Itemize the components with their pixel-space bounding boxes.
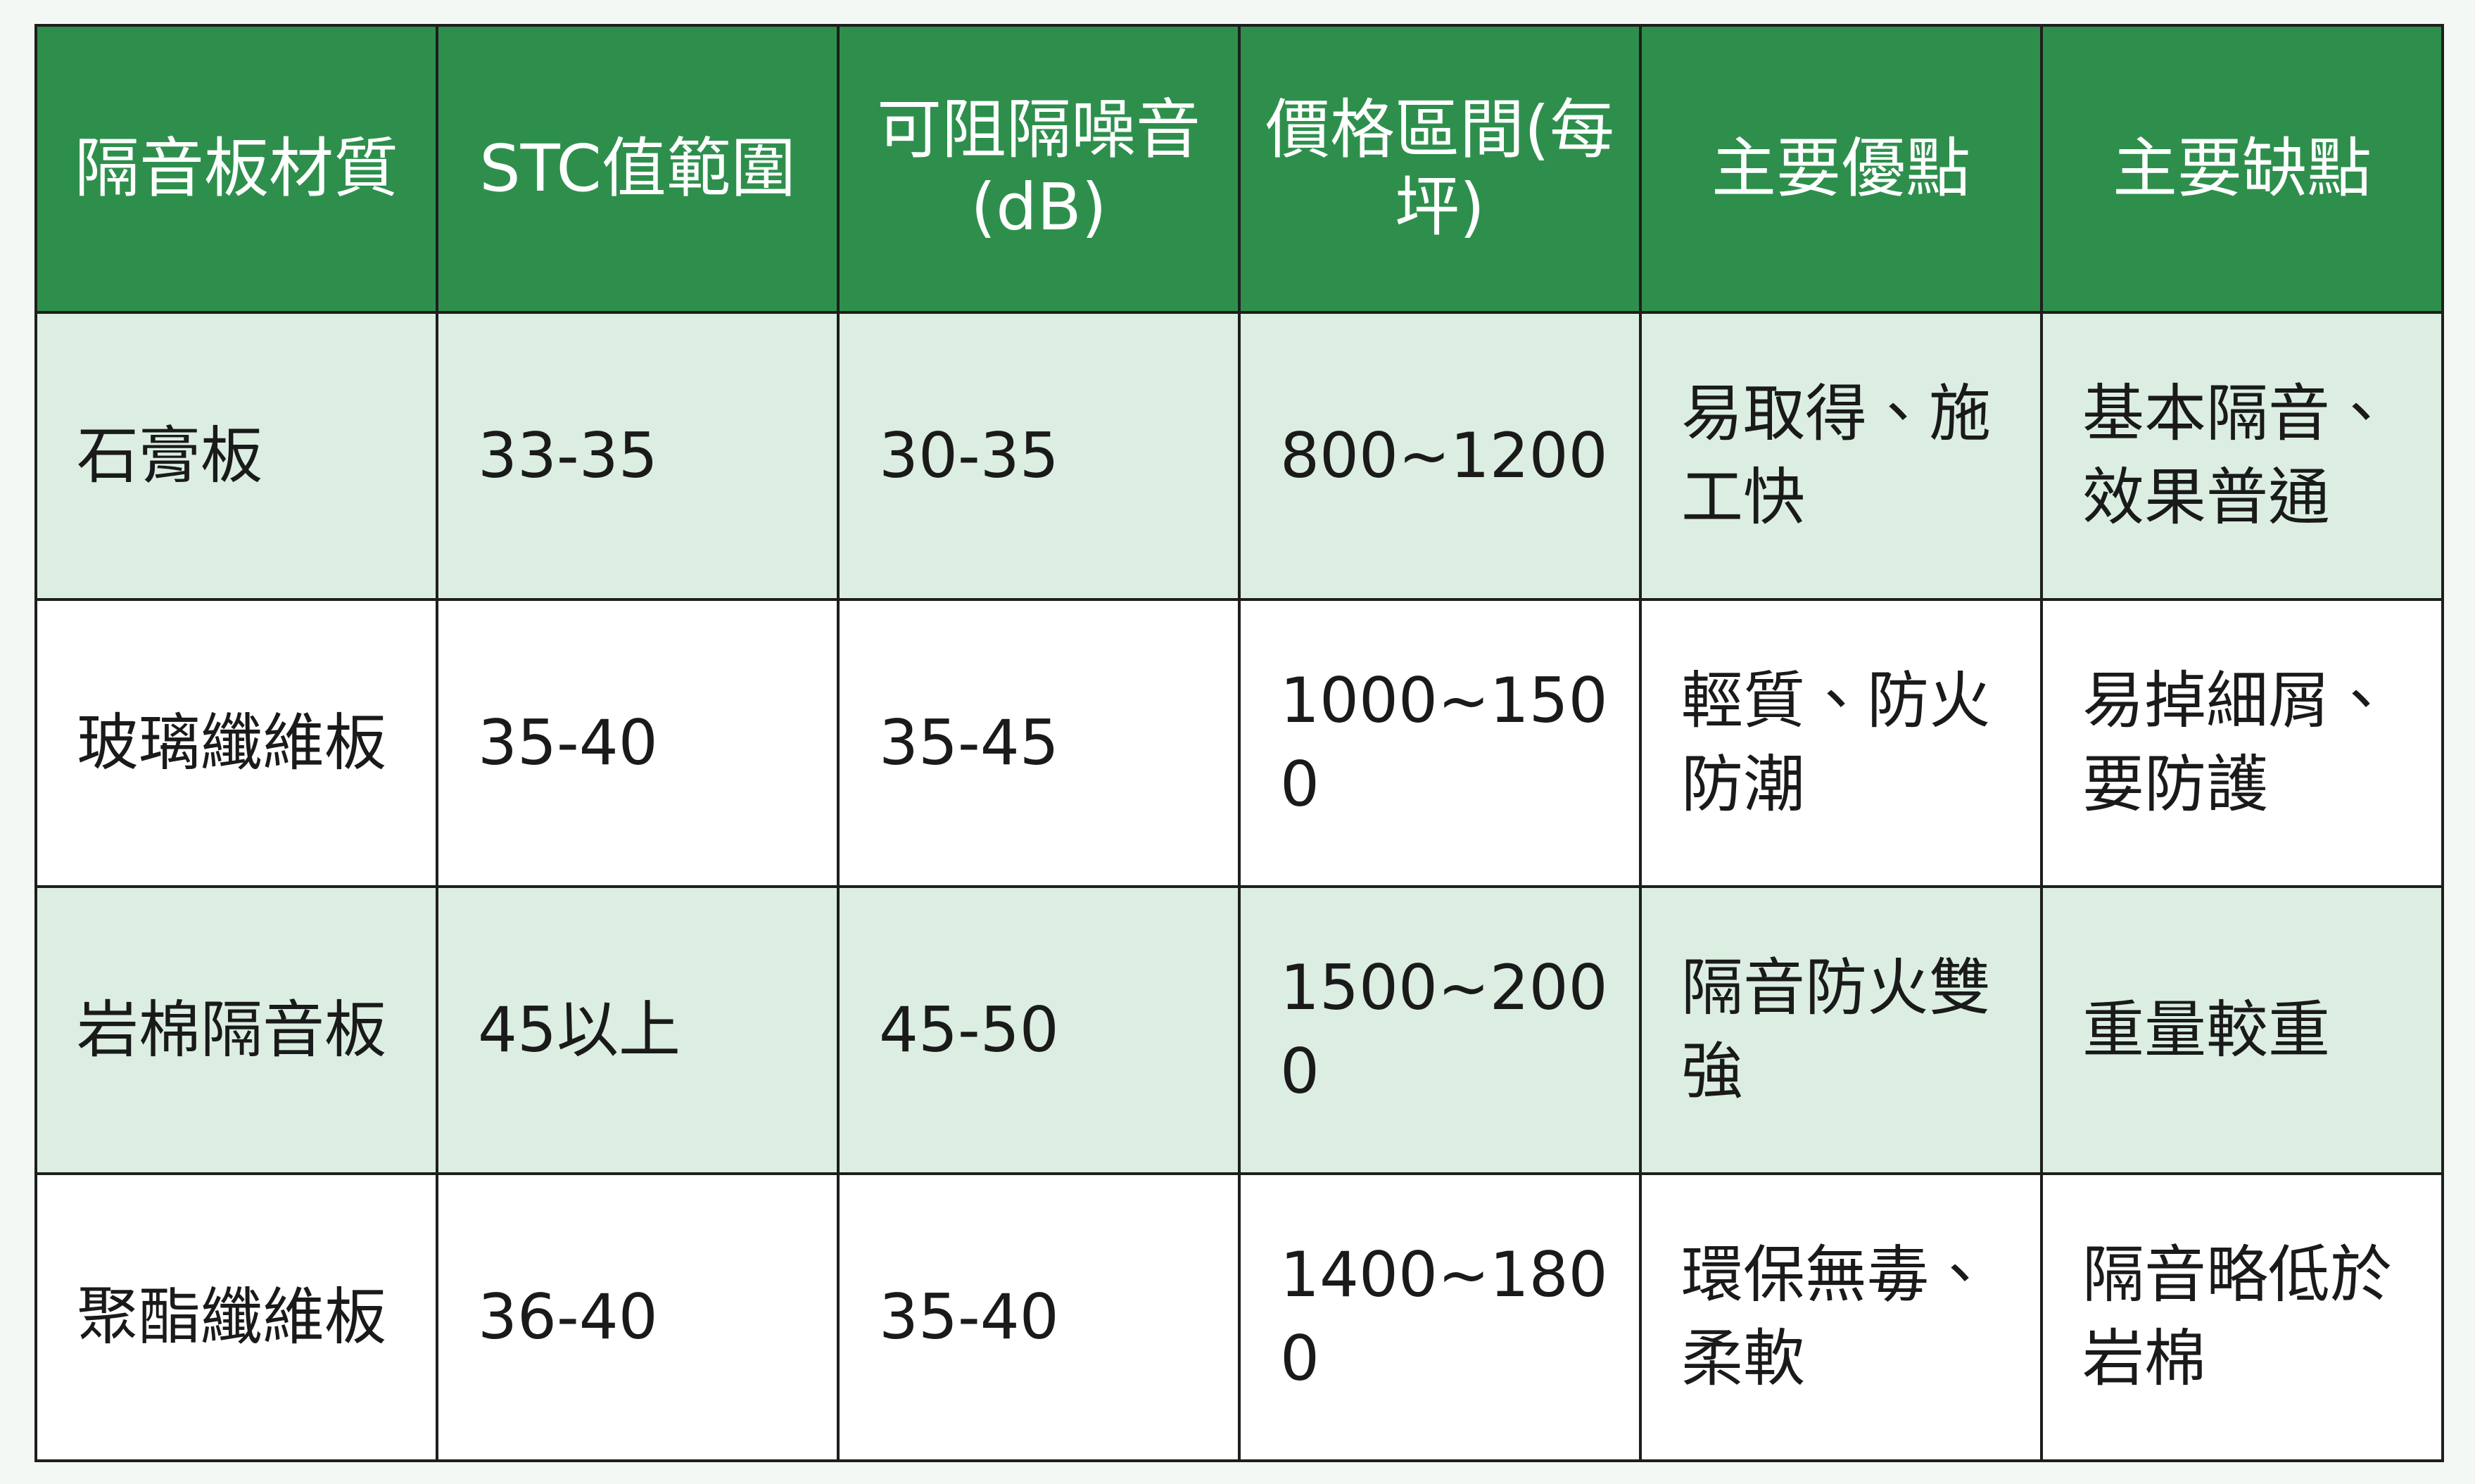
table-cell: 基本隔音、效果普通	[2040, 311, 2444, 601]
table-cell: 1000~1500	[1238, 598, 1642, 888]
table-cell: 1500~2000	[1238, 885, 1642, 1175]
table-cell: 聚酯纖維板	[34, 1172, 438, 1462]
table-body: 石膏板 33-35 30-35 800~1200 易取得、施工快 基本隔音、效果普通 玻璃纖…	[34, 311, 2444, 1462]
comparison-table: 隔音板材質 STC值範圍 可阻隔噪音(dB) 價格區間(每坪) 主要優點 主要缺點 石膏板…	[34, 24, 2444, 1462]
table-row: 石膏板 33-35 30-35 800~1200 易取得、施工快 基本隔音、效果普通	[34, 311, 2444, 601]
table-cell: 45-50	[837, 885, 1241, 1175]
table-cell: 隔音防火雙強	[1639, 885, 2043, 1175]
table-cell: 環保無毒、柔軟	[1639, 1172, 2043, 1462]
table-row: 玻璃纖維板 35-40 35-45 1000~1500 輕質、防火防潮 易掉細屑、要防護	[34, 598, 2444, 888]
table-cell: 45以上	[436, 885, 840, 1175]
table-container: 隔音板材質 STC值範圍 可阻隔噪音(dB) 價格區間(每坪) 主要優點 主要缺點 石膏板…	[34, 24, 2444, 1462]
table-cell: 玻璃纖維板	[34, 598, 438, 888]
table-cell: 800~1200	[1238, 311, 1642, 601]
table-cell: 輕質、防火防潮	[1639, 598, 2043, 888]
table-cell: 30-35	[837, 311, 1241, 601]
header-cell: 隔音板材質	[34, 24, 438, 314]
table-cell: 35-45	[837, 598, 1241, 888]
header-cell: 價格區間(每坪)	[1238, 24, 1642, 314]
table-cell: 35-40	[436, 598, 840, 888]
table-cell: 隔音略低於岩棉	[2040, 1172, 2444, 1462]
table-cell: 岩棉隔音板	[34, 885, 438, 1175]
header-cell: 主要優點	[1639, 24, 2043, 314]
table-cell: 36-40	[436, 1172, 840, 1462]
header-cell: 主要缺點	[2040, 24, 2444, 314]
header-cell: STC值範圍	[436, 24, 840, 314]
table-cell: 35-40	[837, 1172, 1241, 1462]
table-head: 隔音板材質 STC值範圍 可阻隔噪音(dB) 價格區間(每坪) 主要優點 主要缺點	[34, 24, 2444, 314]
table-cell: 33-35	[436, 311, 840, 601]
table-row: 聚酯纖維板 36-40 35-40 1400~1800 環保無毒、柔軟 隔音略低於岩棉	[34, 1172, 2444, 1462]
header-row: 隔音板材質 STC值範圍 可阻隔噪音(dB) 價格區間(每坪) 主要優點 主要缺點	[34, 24, 2444, 314]
table-cell: 易掉細屑、要防護	[2040, 598, 2444, 888]
table-cell: 重量較重	[2040, 885, 2444, 1175]
table-cell: 1400~1800	[1238, 1172, 1642, 1462]
table-row: 岩棉隔音板 45以上 45-50 1500~2000 隔音防火雙強 重量較重	[34, 885, 2444, 1175]
table-cell: 石膏板	[34, 311, 438, 601]
table-cell: 易取得、施工快	[1639, 311, 2043, 601]
header-cell: 可阻隔噪音(dB)	[837, 24, 1241, 314]
